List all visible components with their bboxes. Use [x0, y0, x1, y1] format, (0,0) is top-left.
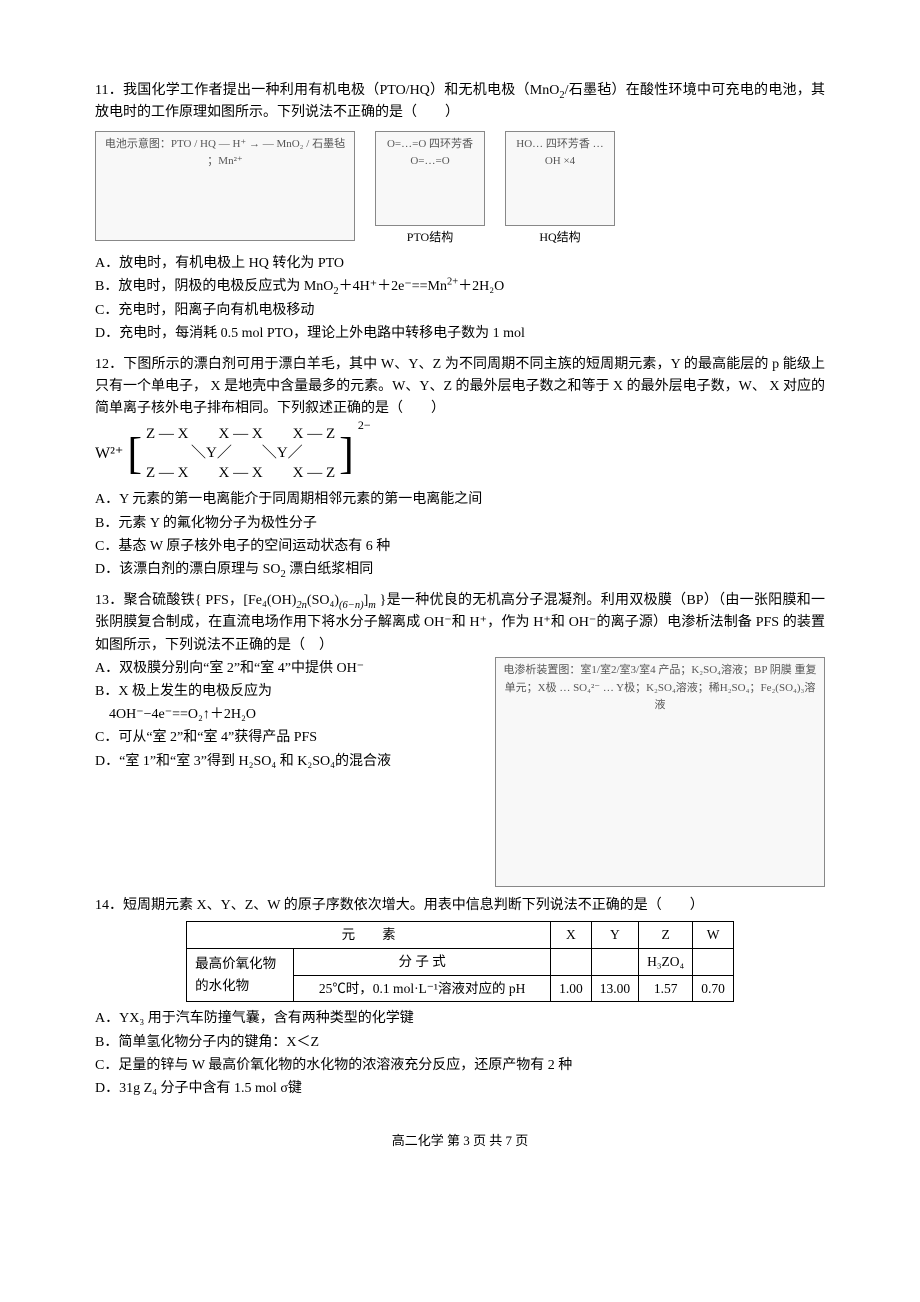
q14-table-header-row: 元 素 X Y Z W — [187, 922, 734, 949]
question-12: 12．下图所示的漂白剂可用于漂白羊毛，其中 W、Y、Z 为不同周期不同主族的短周… — [95, 354, 825, 582]
q14-option-D: D．31g Z₄ 分子中含有 1.5 mol σ键 — [95, 1078, 825, 1100]
q11-option-C: C．充电时，阳离子向有机电极移动 — [95, 300, 825, 322]
q14-rowspan-label: 最高价氧化物的水化物 — [187, 948, 294, 1001]
q14-r2-z: 1.57 — [639, 975, 693, 1002]
question-14: 14．短周期元素 X、Y、Z、W 的原子序数依次增大。用表中信息判断下列说法不正… — [95, 895, 825, 1101]
q13-body: A．双极膜分别向“室 2”和“室 4”中提供 OH⁻ B．X 极上发生的电极反应… — [95, 657, 825, 887]
q14-th-w: W — [693, 922, 734, 949]
q11-option-B: B．放电时，阴极的电极反应式为 MnO2＋4H⁺＋2e⁻==Mn2+＋2H₂O — [95, 276, 825, 298]
q12-d-post: 漂白纸浆相同 — [286, 562, 374, 577]
page-footer: 高二化学 第 3 页 共 7 页 — [95, 1131, 825, 1152]
q14-th-element: 元 素 — [187, 922, 551, 949]
q11-hq-box: HO… 四环芳香 …OH ×4 HQ结构 — [505, 131, 615, 247]
q11-hq-structure: HO… 四环芳香 …OH ×4 — [505, 131, 615, 226]
q12-option-A: A．Y 元素的第一电离能介于同周期相邻元素的第一电离能之间 — [95, 489, 825, 511]
q14-row1-label: 分 子 式 — [294, 948, 551, 975]
q14-r2-y: 13.00 — [591, 975, 638, 1002]
q14-table-row-1: 最高价氧化物的水化物 分 子 式 H₃ZO₄ — [187, 948, 734, 975]
q14-stem-text: ．短周期元素 X、Y、Z、W 的原子序数依次增大。用表中信息判断下列说法不正确的… — [109, 898, 704, 913]
q13-figure: 电渗析装置图：室1/室2/室3/室4 产品；K₂SO₄溶液；BP 阴膜 重复单元… — [495, 657, 825, 887]
q11-b-pre: B．放电时，阴极的电极反应式为 MnO — [95, 279, 333, 294]
q12-stem-text: ．下图所示的漂白剂可用于漂白羊毛，其中 W、Y、Z 为不同周期不同主族的短周期元… — [95, 357, 825, 417]
q13-number: 13 — [95, 593, 109, 608]
q11-option-D: D．充电时，每消耗 0.5 mol PTO，理论上外电路中转移电子数为 1 mo… — [95, 323, 825, 345]
sub-6n: (6−n) — [339, 600, 364, 611]
left-bracket: [ — [127, 434, 142, 474]
q13-option-C: C．可从“室 2”和“室 4”获得产品 PFS — [95, 727, 483, 749]
q12-formula-top: Z — X X — X X — Z — [146, 426, 335, 442]
q12-formula-inner: Z — X X — X X — Z ＼Y／ ＼Y／ Z — X X — X X … — [146, 425, 335, 484]
q11-stem-a: ．我国化学工作者提出一种利用有机电极（PTO/HQ）和无机电极（MnO — [108, 83, 559, 98]
q11-number: 11 — [95, 83, 108, 98]
q12-stem: 12．下图所示的漂白剂可用于漂白羊毛，其中 W、Y、Z 为不同周期不同主族的短周… — [95, 354, 825, 421]
q11-b-mid: ＋4H⁺＋2e⁻==Mn — [339, 279, 447, 294]
q14-option-A: A．YX₃ 用于汽车防撞气囊，含有两种类型的化学键 — [95, 1008, 825, 1030]
right-bracket: ] — [339, 434, 354, 474]
q14-r2-x: 1.00 — [551, 975, 592, 1002]
q14-r1-y — [591, 948, 638, 975]
q14-r1-z: H₃ZO₄ — [639, 948, 693, 975]
q12-number: 12 — [95, 357, 109, 372]
q11-pto-caption: PTO结构 — [375, 228, 485, 247]
q14-stem: 14．短周期元素 X、Y、Z、W 的原子序数依次增大。用表中信息判断下列说法不正… — [95, 895, 825, 917]
q12-options: A．Y 元素的第一电离能介于同周期相邻元素的第一电离能之间 B．元素 Y 的氟化… — [95, 489, 825, 582]
q14-number: 14 — [95, 898, 109, 913]
q14-r1-x — [551, 948, 592, 975]
q12-formula-mid: ＼Y／ ＼Y／ — [146, 445, 303, 461]
q13-options: A．双极膜分别向“室 2”和“室 4”中提供 OH⁻ B．X 极上发生的电极反应… — [95, 657, 483, 774]
q14-r2-w: 0.70 — [693, 975, 734, 1002]
q11-stem: 11．我国化学工作者提出一种利用有机电极（PTO/HQ）和无机电极（MnO2/石… — [95, 80, 825, 125]
q12-d-pre: D．该漂白剂的漂白原理与 SO — [95, 562, 281, 577]
q14-table: 元 素 X Y Z W 最高价氧化物的水化物 分 子 式 H₃ZO₄ 25℃时，… — [186, 921, 734, 1002]
question-11: 11．我国化学工作者提出一种利用有机电极（PTO/HQ）和无机电极（MnO2/石… — [95, 80, 825, 346]
q13-option-D: D．“室 1”和“室 3”得到 H₂SO₄ 和 K₂SO₄的混合液 — [95, 751, 483, 773]
sub-2n: 2n — [296, 600, 307, 611]
q14-option-C: C．足量的锌与 W 最高价氧化物的水化物的浓溶液充分反应，还原产物有 2 种 — [95, 1055, 825, 1077]
q11-pto-box: O=…=O 四环芳香 O=…=O PTO结构 — [375, 131, 485, 247]
q12-cation: W²⁺ — [95, 441, 123, 467]
q14-row2-label: 25℃时，0.1 mol·L⁻¹溶液对应的 pH — [294, 975, 551, 1002]
q12-option-B: B．元素 Y 的氟化物分子为极性分子 — [95, 513, 825, 535]
q14-th-y: Y — [591, 922, 638, 949]
q13-option-A: A．双极膜分别向“室 2”和“室 4”中提供 OH⁻ — [95, 658, 483, 680]
q11-option-A: A．放电时，有机电极上 HQ 转化为 PTO — [95, 253, 825, 275]
q11-options: A．放电时，有机电极上 HQ 转化为 PTO B．放电时，阴极的电极反应式为 M… — [95, 253, 825, 346]
q12-option-C: C．基态 W 原子核外电子的空间运动状态有 6 种 — [95, 536, 825, 558]
q11-pto-structure: O=…=O 四环芳香 O=…=O — [375, 131, 485, 226]
q12-formula: W²⁺ [ Z — X X — X X — Z ＼Y／ ＼Y／ Z — X X … — [95, 425, 825, 484]
q13-stem-a: ．聚合硫酸铁{ PFS，[Fe₄(OH) — [109, 593, 296, 608]
q14-th-x: X — [551, 922, 592, 949]
q11-hq-caption: HQ结构 — [505, 228, 615, 247]
q13-option-B: B．X 极上发生的电极反应为 4OH⁻−4e⁻==O₂↑＋2H₂O — [95, 681, 483, 726]
q14-options: A．YX₃ 用于汽车防撞气囊，含有两种类型的化学键 B．简单氢化物分子内的键角：… — [95, 1008, 825, 1101]
q11-cell-figure: 电池示意图：PTO / HQ — H⁺ → — MnO₂ / 石墨毡 ；Mn²⁺ — [95, 131, 355, 241]
question-13: 13．聚合硫酸铁{ PFS，[Fe₄(OH)2n(SO₄)(6−n)]m }是一… — [95, 590, 825, 887]
q14-th-z: Z — [639, 922, 693, 949]
q13-stem-b: (SO₄) — [307, 593, 339, 608]
q11-figures: 电池示意图：PTO / HQ — H⁺ → — MnO₂ / 石墨毡 ；Mn²⁺… — [95, 131, 825, 247]
q14-option-B: B．简单氢化物分子内的键角：X＜Z — [95, 1032, 825, 1054]
q11-b-post: ＋2H₂O — [458, 279, 504, 294]
q12-option-D: D．该漂白剂的漂白原理与 SO2 漂白纸浆相同 — [95, 559, 825, 581]
q12-formula-bot: Z — X X — X X — Z — [146, 465, 335, 481]
q14-r1-w — [693, 948, 734, 975]
sub-m: m — [368, 600, 376, 611]
q13-stem-full: 13．聚合硫酸铁{ PFS，[Fe₄(OH)2n(SO₄)(6−n)]m }是一… — [95, 590, 825, 657]
sup-2plus: 2+ — [447, 277, 458, 288]
